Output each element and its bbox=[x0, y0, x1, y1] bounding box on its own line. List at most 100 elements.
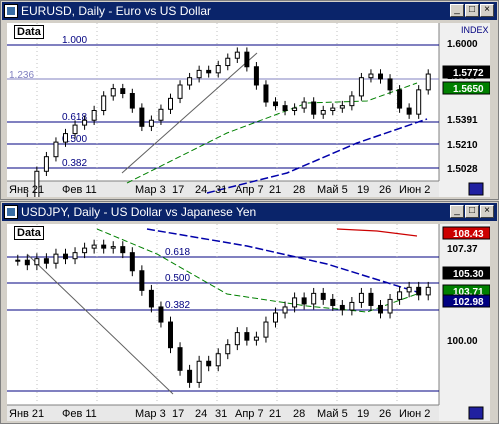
index-label: INDEX bbox=[461, 25, 489, 35]
window-title: EURUSD, Daily - Euro vs US Dollar bbox=[21, 4, 212, 18]
candle-body bbox=[177, 347, 183, 371]
candle-body bbox=[292, 297, 298, 308]
price-tick-label: 1.5028 bbox=[447, 164, 478, 175]
candle-body bbox=[330, 107, 336, 112]
price-badge-label: 105.30 bbox=[453, 269, 484, 280]
candle-body bbox=[282, 306, 288, 314]
fib-level-label: 0.500 bbox=[165, 273, 190, 284]
price-badge bbox=[442, 81, 490, 95]
time-axis-label: 21 bbox=[269, 408, 281, 420]
candle-body bbox=[148, 289, 154, 308]
time-axis-label: 19 bbox=[357, 184, 369, 196]
candle-body bbox=[148, 119, 154, 127]
fib-level-label: 0.618 bbox=[165, 247, 190, 258]
candle-body bbox=[139, 107, 145, 127]
time-axis-label: 24 bbox=[195, 184, 207, 196]
price-badge-label: 1.5650 bbox=[453, 84, 484, 95]
chart-window-eurusd[interactable]: EURUSD, Daily - Euro vs US Dollar _ □ × … bbox=[0, 0, 499, 200]
candle-body bbox=[101, 244, 107, 249]
candle-body bbox=[82, 247, 88, 254]
candle-body bbox=[24, 259, 30, 266]
fib-trend-line bbox=[26, 253, 174, 395]
price-chart-area[interactable]: 1.000 0.618 0.500 0.382 1.236 1.6000 1.5772 1.5… bbox=[7, 23, 490, 197]
time-axis-label: 26 bbox=[379, 184, 391, 196]
candle-body bbox=[225, 57, 231, 67]
candle-body bbox=[244, 332, 250, 341]
candle-body bbox=[339, 304, 345, 311]
window-title: USDJPY, Daily - US Dollar vs Japanese Ye… bbox=[21, 205, 257, 219]
candle-body bbox=[320, 292, 326, 300]
candle-body bbox=[358, 292, 364, 303]
candle-body bbox=[215, 65, 221, 74]
title-bar-usdjpy[interactable]: USDJPY, Daily - US Dollar vs Japanese Ye… bbox=[2, 203, 497, 221]
candle-body bbox=[91, 110, 97, 121]
price-tick-label: 107.37 bbox=[447, 244, 478, 255]
time-axis-label: Май 5 bbox=[317, 184, 348, 196]
chart-window-usdjpy[interactable]: USDJPY, Daily - US Dollar vs Japanese Ye… bbox=[0, 201, 499, 424]
time-axis-label: 28 bbox=[293, 184, 305, 196]
candle-body bbox=[168, 97, 173, 110]
time-axis-label: Июн 2 bbox=[399, 184, 430, 196]
candle-body bbox=[425, 73, 431, 91]
candle-body bbox=[110, 88, 116, 97]
candle-body bbox=[34, 170, 40, 197]
close-button[interactable]: × bbox=[480, 4, 494, 17]
candle-body bbox=[320, 110, 326, 115]
candle-body bbox=[82, 119, 88, 126]
candle-body bbox=[368, 73, 374, 79]
candle-body bbox=[406, 107, 412, 115]
candle-body bbox=[158, 108, 164, 121]
time-axis-label: Июн 2 bbox=[399, 408, 430, 420]
data-label: Data bbox=[14, 25, 44, 39]
price-badge-label: 103.71 bbox=[453, 287, 484, 298]
candle-body bbox=[196, 360, 202, 383]
price-badge bbox=[442, 294, 490, 308]
candle-body bbox=[387, 298, 393, 314]
candle-body bbox=[406, 286, 412, 293]
time-axis-label: 17 bbox=[172, 184, 184, 196]
fib-level-label: 0.618 bbox=[62, 112, 87, 123]
minimize-button[interactable]: _ bbox=[450, 4, 464, 17]
candle-body bbox=[63, 133, 68, 143]
price-tick-label: 1.6000 bbox=[447, 39, 478, 50]
close-button[interactable]: × bbox=[480, 205, 494, 218]
time-axis-label: Мар 3 bbox=[135, 184, 166, 196]
time-axis-label: Мар 3 bbox=[135, 408, 166, 420]
maximize-button[interactable]: □ bbox=[465, 205, 479, 218]
moving-average-green bbox=[96, 228, 418, 313]
candle-body bbox=[368, 292, 374, 306]
candle-body bbox=[53, 253, 59, 264]
fib-level-label: 0.500 bbox=[62, 134, 87, 145]
price-tick-label: 1.5391 bbox=[447, 115, 478, 126]
time-axis-panel bbox=[7, 405, 439, 421]
price-badge-label: 102.98 bbox=[453, 297, 484, 308]
candle-body bbox=[187, 369, 193, 383]
candle-body bbox=[301, 101, 307, 109]
price-axis-panel bbox=[439, 23, 490, 197]
time-axis-label: Май 5 bbox=[317, 408, 348, 420]
candle-body bbox=[311, 101, 317, 115]
candle-body bbox=[53, 141, 59, 158]
candle-body bbox=[139, 270, 145, 291]
time-axis-label: 24 bbox=[195, 408, 207, 420]
candle-body bbox=[330, 298, 336, 306]
candle-body bbox=[349, 95, 355, 107]
candle-body bbox=[273, 312, 278, 323]
price-badge-label: 1.5772 bbox=[453, 68, 484, 79]
price-badge bbox=[442, 266, 490, 280]
time-axis-label: Фев 11 bbox=[62, 184, 97, 196]
chart-window-icon bbox=[4, 4, 18, 18]
title-bar-eurusd[interactable]: EURUSD, Daily - Euro vs US Dollar _ □ × bbox=[2, 2, 497, 20]
candle-body bbox=[339, 105, 345, 109]
candle-body bbox=[378, 304, 383, 314]
maximize-button[interactable]: □ bbox=[465, 4, 479, 17]
candle-body bbox=[425, 286, 431, 296]
fib-level-label: 1.000 bbox=[62, 35, 87, 46]
candle-body bbox=[301, 297, 307, 305]
fib-trend-line bbox=[121, 52, 258, 174]
candle-body bbox=[234, 51, 240, 59]
price-chart-area[interactable]: 0.6180.5000.382108.43107.37105.30103.711… bbox=[7, 224, 490, 421]
candle-body bbox=[158, 306, 164, 323]
time-axis-label: Апр 7 bbox=[235, 184, 264, 196]
minimize-button[interactable]: _ bbox=[450, 205, 464, 218]
